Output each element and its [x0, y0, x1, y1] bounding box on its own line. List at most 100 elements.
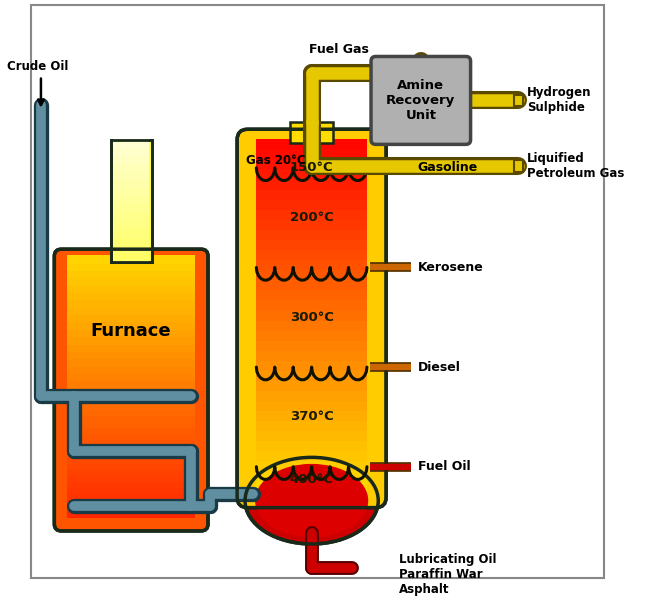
Bar: [67, 365, 195, 374]
Bar: [256, 249, 367, 260]
Text: Hydrogen
Sulphide: Hydrogen Sulphide: [527, 87, 592, 114]
Bar: [113, 203, 149, 213]
Bar: [113, 171, 149, 181]
Bar: [67, 299, 195, 308]
Bar: [113, 163, 149, 172]
Bar: [256, 480, 367, 491]
Bar: [67, 487, 195, 494]
Text: Fuel Gas: Fuel Gas: [309, 43, 369, 57]
Bar: [67, 469, 195, 476]
Bar: [113, 155, 149, 164]
Bar: [256, 380, 367, 391]
Bar: [67, 277, 195, 285]
Bar: [67, 403, 195, 410]
Bar: [67, 415, 195, 422]
Text: Gasoline: Gasoline: [417, 161, 478, 175]
Text: 200°C: 200°C: [290, 211, 333, 224]
Bar: [256, 299, 367, 311]
FancyBboxPatch shape: [54, 249, 208, 531]
Bar: [256, 370, 367, 381]
Bar: [67, 397, 195, 404]
Bar: [113, 179, 149, 188]
Bar: [67, 421, 195, 428]
Ellipse shape: [255, 464, 368, 538]
Bar: [256, 159, 367, 170]
Bar: [256, 309, 367, 320]
Bar: [256, 269, 367, 281]
Bar: [67, 314, 195, 323]
Bar: [113, 253, 149, 262]
Text: Fuel Oil: Fuel Oil: [417, 461, 470, 473]
Bar: [67, 433, 195, 440]
Text: Diesel: Diesel: [417, 361, 461, 374]
Bar: [67, 463, 195, 470]
Bar: [113, 244, 149, 254]
Bar: [256, 219, 367, 230]
Bar: [67, 395, 195, 403]
Bar: [113, 237, 149, 246]
Bar: [113, 147, 149, 156]
Bar: [113, 212, 149, 221]
Bar: [111, 140, 152, 262]
Text: 400°C: 400°C: [289, 473, 333, 486]
Bar: [67, 505, 195, 512]
Bar: [256, 289, 367, 300]
Bar: [67, 380, 195, 389]
Bar: [256, 450, 367, 461]
Bar: [256, 229, 367, 240]
Bar: [256, 138, 367, 150]
Bar: [256, 239, 367, 250]
Bar: [111, 140, 152, 262]
Bar: [67, 475, 195, 482]
Bar: [256, 400, 367, 411]
Bar: [67, 285, 195, 293]
Bar: [256, 189, 367, 200]
Text: 370°C: 370°C: [290, 411, 333, 423]
Text: 150°C: 150°C: [290, 161, 333, 175]
Ellipse shape: [245, 458, 379, 544]
Bar: [256, 320, 367, 330]
Bar: [67, 499, 195, 506]
Bar: [67, 306, 195, 315]
Bar: [113, 138, 149, 148]
Bar: [256, 440, 367, 451]
Bar: [256, 420, 367, 431]
Bar: [67, 493, 195, 500]
Text: Lubricating Oil
Paraffin War
Asphalt: Lubricating Oil Paraffin War Asphalt: [399, 553, 497, 596]
Bar: [67, 262, 195, 271]
Bar: [67, 351, 195, 359]
Bar: [256, 340, 367, 351]
Bar: [256, 149, 367, 160]
Bar: [67, 427, 195, 434]
Bar: [67, 481, 195, 488]
Bar: [256, 209, 367, 220]
Bar: [67, 255, 195, 264]
Bar: [67, 329, 195, 337]
FancyBboxPatch shape: [371, 57, 470, 144]
Bar: [67, 336, 195, 344]
Bar: [256, 359, 367, 371]
Text: Liquified
Petroleum Gas: Liquified Petroleum Gas: [527, 152, 625, 180]
Bar: [67, 358, 195, 367]
Bar: [256, 410, 367, 421]
Bar: [256, 199, 367, 210]
Bar: [256, 470, 367, 482]
Bar: [67, 343, 195, 352]
Bar: [67, 457, 195, 464]
Bar: [256, 329, 367, 341]
Text: Gas 20°C: Gas 20°C: [246, 154, 306, 167]
Bar: [113, 187, 149, 197]
Text: Crude Oil: Crude Oil: [7, 60, 68, 73]
Bar: [414, 66, 428, 79]
FancyBboxPatch shape: [237, 129, 386, 507]
Bar: [256, 279, 367, 290]
Bar: [113, 196, 149, 205]
Text: Amine
Recovery
Unit: Amine Recovery Unit: [386, 79, 455, 122]
Bar: [256, 389, 367, 401]
Bar: [67, 511, 195, 518]
Bar: [113, 220, 149, 229]
Bar: [67, 388, 195, 396]
Text: Furnace: Furnace: [91, 322, 171, 340]
Bar: [256, 430, 367, 441]
Bar: [67, 270, 195, 278]
